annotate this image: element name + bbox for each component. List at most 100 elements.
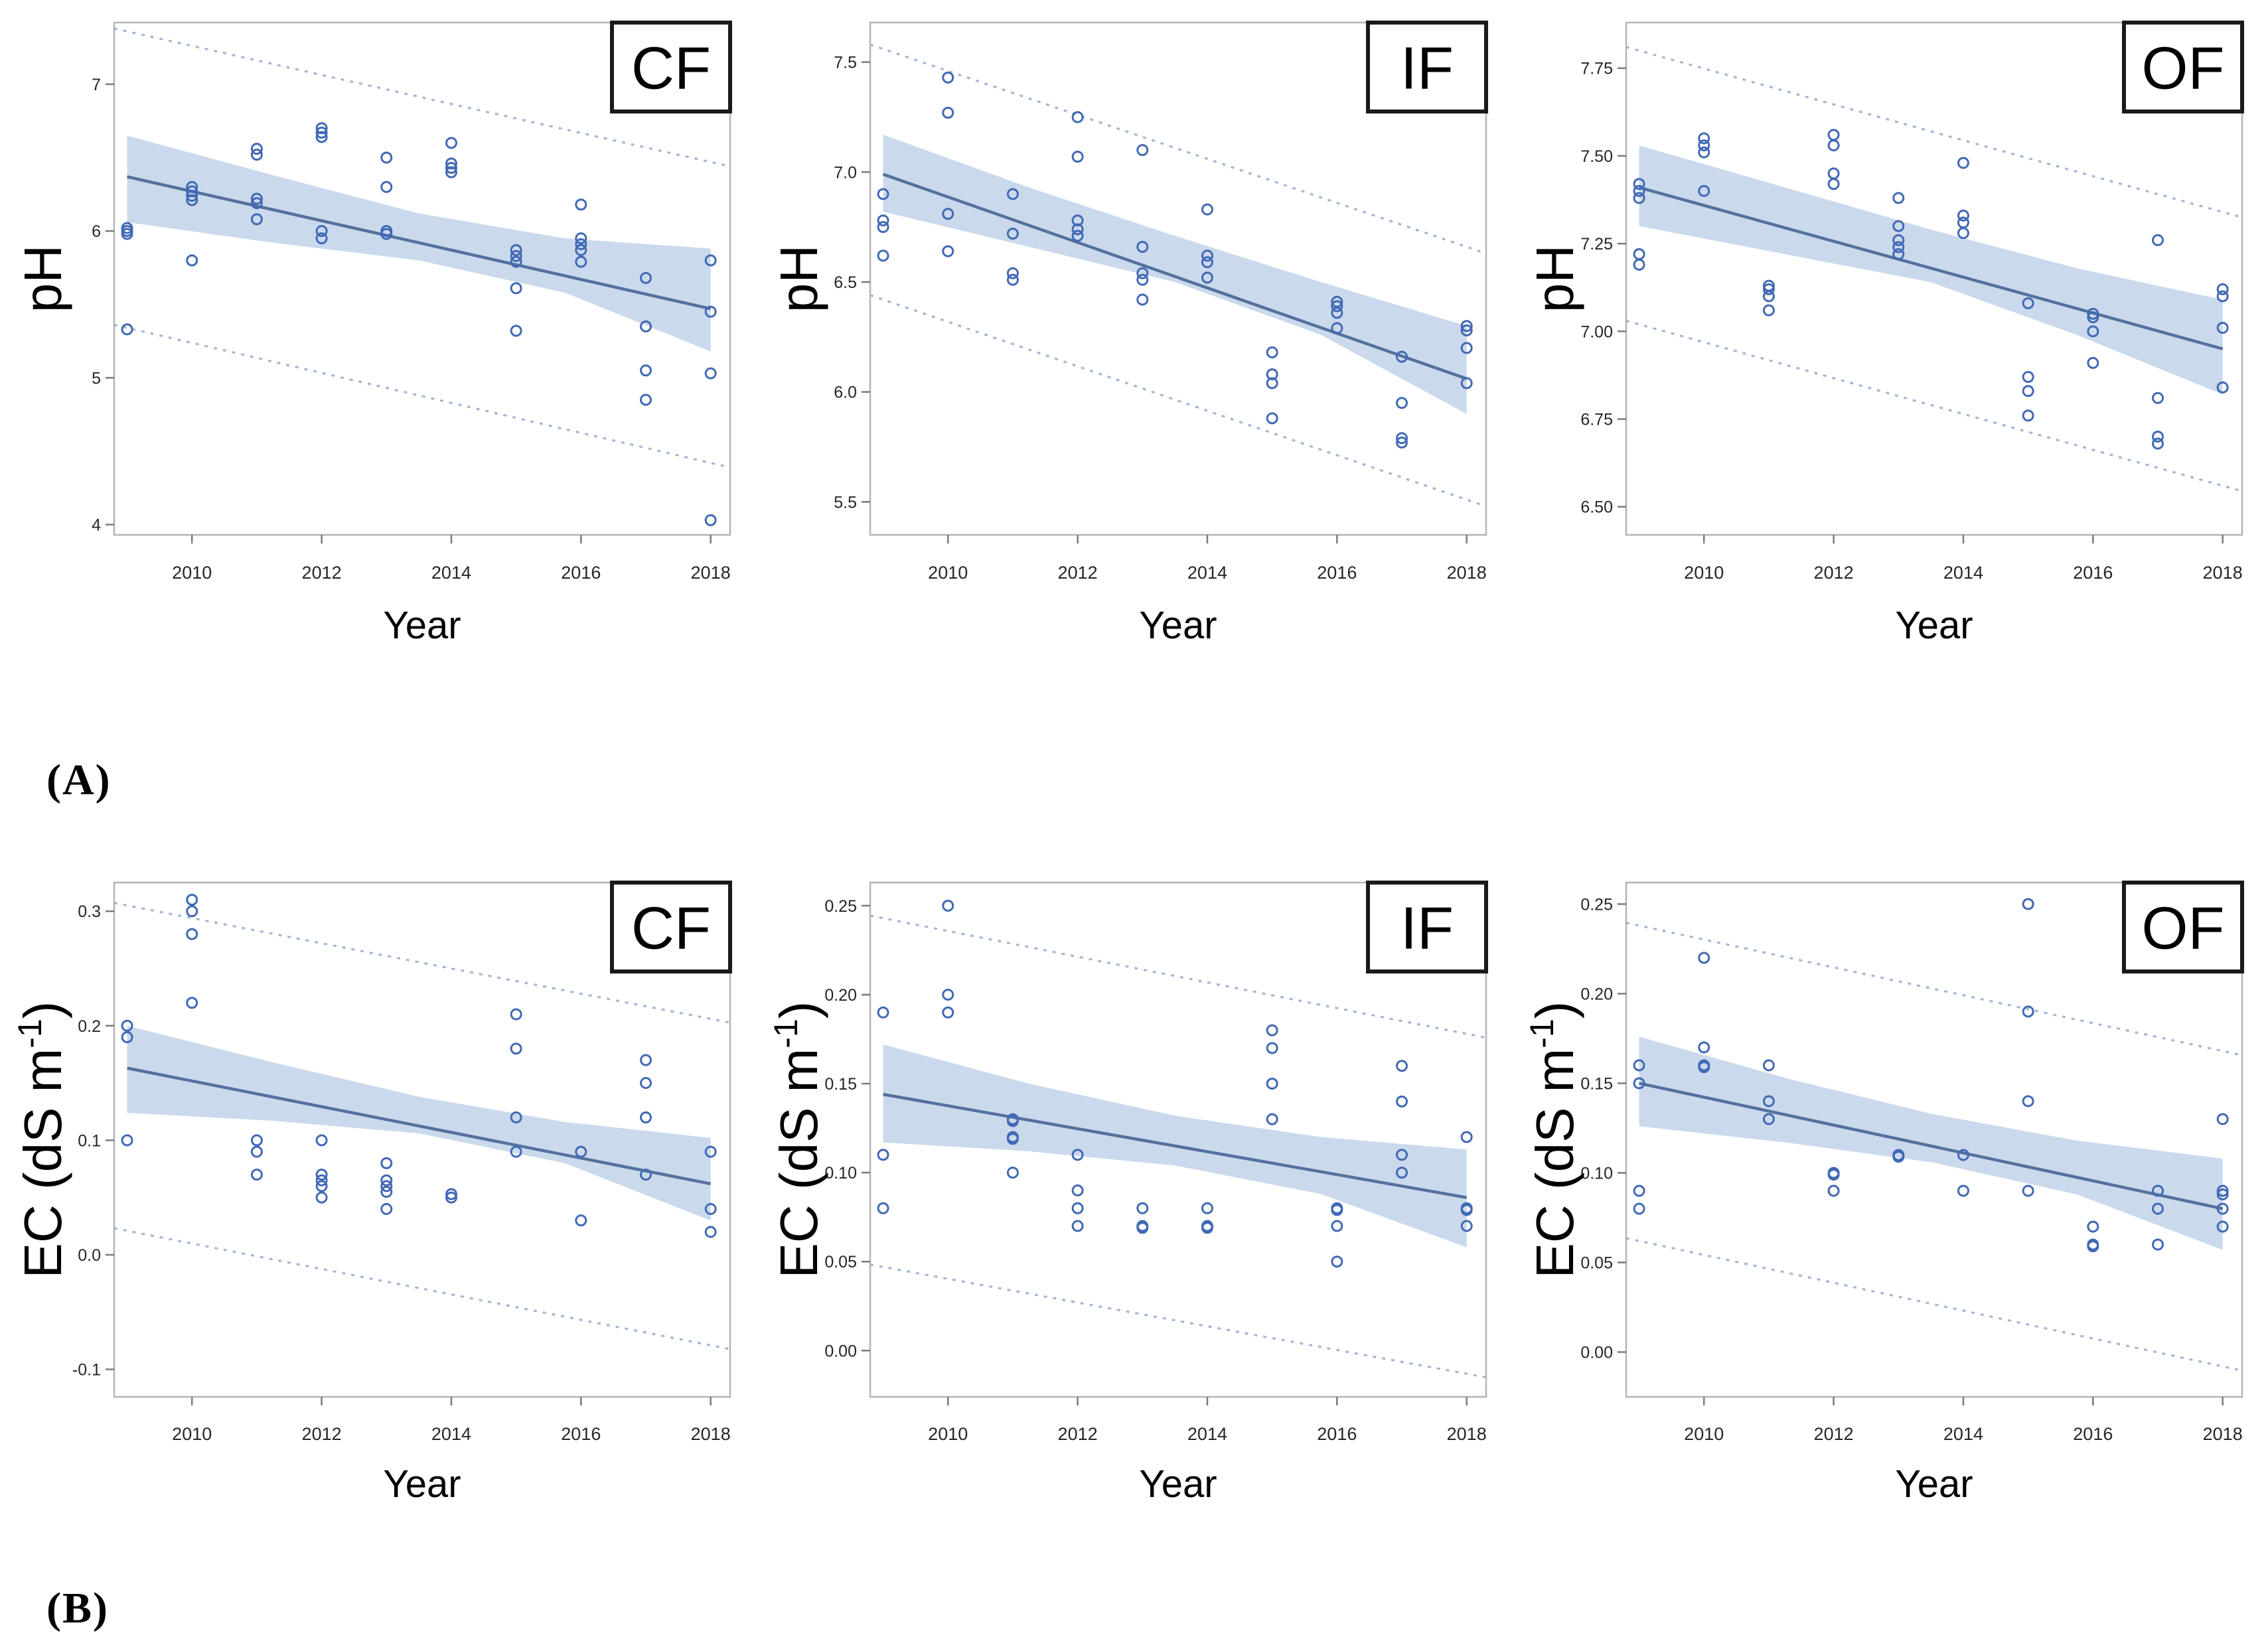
data-point bbox=[1396, 1095, 1408, 1108]
group-label-box bbox=[610, 881, 732, 973]
group-label-box bbox=[2122, 881, 2244, 973]
data-point bbox=[1201, 271, 1213, 284]
y-tick-label: 7.50 bbox=[1580, 147, 1613, 166]
plot-border bbox=[113, 21, 731, 536]
x-tick-label: 2010 bbox=[172, 1424, 212, 1444]
data-point bbox=[1396, 1060, 1408, 1072]
data-point bbox=[1201, 256, 1213, 269]
data-point bbox=[877, 250, 889, 262]
data-point bbox=[1071, 111, 1084, 123]
y-tick-label: 7.0 bbox=[834, 163, 857, 182]
chart-ec-cf: 2010 2012 2014 2016 2018 0.3 0.2 0.1 0.0 -0.1 CF EC… bbox=[11, 881, 732, 1506]
confidence-band bbox=[1639, 145, 2223, 395]
data-point bbox=[2216, 322, 2229, 334]
data-point bbox=[704, 1145, 717, 1158]
y-tick-label: 0.20 bbox=[824, 986, 857, 1005]
data-point bbox=[250, 143, 263, 155]
y-tick-label: 0.05 bbox=[1580, 1254, 1613, 1272]
data-point bbox=[1331, 322, 1343, 334]
x-tick-label: 2016 bbox=[2073, 563, 2113, 583]
data-point bbox=[877, 188, 889, 200]
data-point bbox=[1698, 146, 1710, 159]
data-point bbox=[1827, 1184, 1840, 1197]
data-point bbox=[186, 194, 198, 206]
data-point bbox=[186, 185, 198, 198]
data-point bbox=[1331, 1204, 1343, 1216]
data-point bbox=[1266, 1042, 1278, 1054]
data-point bbox=[1331, 295, 1343, 308]
data-point bbox=[380, 1174, 393, 1186]
data-point bbox=[315, 232, 328, 245]
data-point bbox=[2152, 1238, 2164, 1251]
trend-line bbox=[882, 173, 1468, 380]
data-point bbox=[1460, 1220, 1473, 1232]
x-tick-label: 2016 bbox=[1317, 563, 1357, 583]
x-axis-title: Year bbox=[1139, 1463, 1217, 1506]
x-tick-label: 2012 bbox=[302, 1424, 342, 1444]
data-point bbox=[1006, 1115, 1019, 1127]
data-point bbox=[1892, 1151, 1905, 1163]
x-tick-label: 2014 bbox=[1943, 563, 1983, 583]
group-label: CF bbox=[631, 895, 711, 962]
y-tick-label: 5 bbox=[92, 369, 101, 388]
y-tick-label: 6.50 bbox=[1580, 498, 1613, 517]
data-point bbox=[121, 1031, 133, 1044]
data-point bbox=[380, 228, 393, 240]
data-point bbox=[704, 305, 717, 318]
data-point bbox=[510, 1145, 522, 1158]
x-tick-label: 2012 bbox=[302, 563, 342, 583]
pred-lower-line bbox=[1625, 319, 2243, 492]
data-point bbox=[445, 1191, 457, 1204]
data-point bbox=[2022, 385, 2034, 397]
data-point bbox=[1396, 350, 1408, 363]
y-axis-title: EC (dS m-1) bbox=[767, 1001, 828, 1279]
data-point bbox=[250, 1134, 263, 1147]
data-point bbox=[877, 1149, 889, 1161]
data-point bbox=[510, 1111, 522, 1123]
data-point bbox=[1460, 1131, 1473, 1143]
x-tick-label: 2012 bbox=[1058, 563, 1098, 583]
x-tick-label: 2018 bbox=[691, 563, 731, 583]
y-axis-title: pH bbox=[13, 245, 72, 313]
group-label-box bbox=[1366, 21, 1488, 113]
data-point bbox=[1827, 178, 1840, 190]
data-point bbox=[186, 928, 198, 940]
data-point bbox=[2152, 430, 2164, 443]
data-point bbox=[250, 1145, 263, 1158]
x-tick-label: 2016 bbox=[2073, 1424, 2113, 1444]
y-tick-label: 0.05 bbox=[824, 1253, 857, 1271]
data-point bbox=[877, 214, 889, 227]
data-point bbox=[704, 1226, 717, 1238]
data-point bbox=[250, 149, 263, 161]
data-point bbox=[1460, 324, 1473, 336]
data-point bbox=[510, 244, 522, 256]
pred-upper-line bbox=[869, 43, 1487, 255]
y-tick-label: 0.2 bbox=[78, 1017, 101, 1036]
data-point bbox=[1201, 203, 1213, 216]
data-point bbox=[1266, 377, 1278, 390]
data-point bbox=[1071, 230, 1084, 242]
chart-ph-if: 2010 2012 2014 2016 2018 7.5 7.0 6.5 6.0 5.5 IF pH Y… bbox=[769, 21, 1488, 647]
chart-ec-of: 2010 2012 2014 2016 2018 0.25 0.20 0.15 0.10 0.05… bbox=[1523, 881, 2244, 1506]
x-tick-label: 2010 bbox=[928, 563, 968, 583]
x-tick-label: 2012 bbox=[1814, 1424, 1854, 1444]
x-axis-title: Year bbox=[1895, 604, 1973, 647]
data-point bbox=[250, 213, 263, 226]
pred-lower-line bbox=[869, 294, 1487, 508]
y-tick-label: 6.75 bbox=[1580, 411, 1613, 429]
data-point bbox=[1957, 1149, 1969, 1161]
data-point bbox=[445, 166, 457, 179]
y-tick-label: 0.25 bbox=[824, 897, 857, 916]
data-point bbox=[1071, 214, 1084, 227]
x-tick-label: 2018 bbox=[2203, 563, 2243, 583]
data-point bbox=[1071, 1220, 1084, 1232]
data-point bbox=[186, 190, 198, 202]
y-tick-label: 6.5 bbox=[834, 273, 857, 292]
data-point bbox=[1762, 290, 1775, 303]
data-point bbox=[1396, 1167, 1408, 1179]
pred-upper-line bbox=[1625, 46, 2243, 219]
data-point bbox=[1266, 1113, 1278, 1125]
data-point bbox=[1006, 1133, 1019, 1145]
confidence-band bbox=[127, 1025, 711, 1221]
